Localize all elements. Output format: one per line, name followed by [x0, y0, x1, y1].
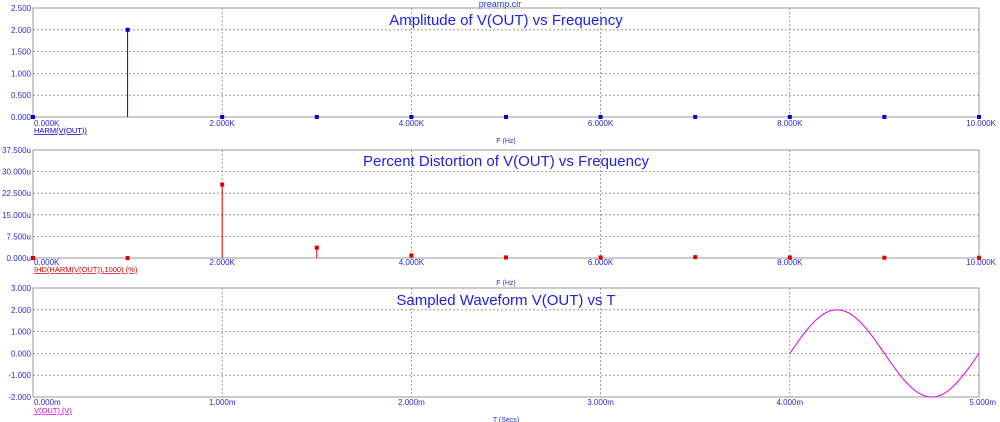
x-tick-label: 4.000m	[776, 398, 803, 407]
x-tick-label: 2.000K	[210, 258, 236, 267]
x-tick-label: 10.000K	[966, 119, 996, 128]
x-tick-label: 6.000K	[588, 119, 614, 128]
x-tick-label: 0.000m	[34, 398, 61, 407]
y-tick-label: 22.500u	[2, 189, 31, 198]
harmonic-marker	[31, 115, 35, 119]
x-tick-label: 0.000K	[34, 119, 60, 128]
y-tick-label: -1.000	[8, 371, 31, 380]
x-tick-label: 2.000K	[210, 119, 236, 128]
harmonic-marker	[504, 255, 508, 260]
plot-title: Amplitude of V(OUT) vs Frequency	[389, 12, 623, 29]
y-tick-label: 2.000	[11, 306, 32, 315]
y-tick-label: 1.000	[11, 328, 32, 337]
series-label: HARM(V(OUT))	[34, 126, 87, 135]
x-tick-label: 4.000K	[399, 258, 425, 267]
harmonic-marker	[598, 114, 603, 119]
y-tick-label: 37.500u	[2, 146, 31, 155]
x-axis-label: F (Hz)	[496, 280, 515, 287]
y-tick-label: 0.500	[11, 91, 32, 100]
y-tick-label: 0.000u	[7, 254, 31, 263]
x-axis-label: T (Secs)	[493, 417, 519, 422]
y-tick-label: 2.000	[11, 26, 32, 35]
y-tick-label: -2.000	[8, 393, 31, 402]
harmonic-marker	[125, 27, 130, 32]
series-label: V(OUT) (V)	[34, 406, 72, 415]
y-tick-label: 0.000	[11, 349, 32, 358]
y-tick-label: 15.000u	[2, 211, 31, 220]
x-tick-label: 2.000m	[398, 398, 425, 407]
x-tick-label: 10.000K	[966, 258, 996, 267]
y-tick-label: 1.000	[11, 69, 32, 78]
harmonic-marker	[977, 255, 981, 260]
harmonic-marker	[409, 114, 414, 119]
plot-title: Percent Distortion of V(OUT) vs Frequenc…	[363, 153, 649, 170]
y-tick-label: 30.000u	[2, 168, 31, 177]
harmonic-marker	[125, 256, 130, 260]
x-tick-label: 8.000K	[777, 119, 803, 128]
y-tick-label: 7.500u	[7, 232, 31, 241]
harmonic-marker	[598, 255, 603, 260]
x-tick-label: 3.000m	[587, 398, 614, 407]
y-tick-label: 1.500	[11, 48, 32, 57]
harmonic-marker	[787, 255, 792, 260]
y-tick-label: 0.000	[11, 113, 32, 122]
x-tick-label: 1.000m	[209, 398, 236, 407]
harmonic-marker	[504, 114, 508, 119]
harmonic-marker	[693, 114, 698, 119]
y-tick-label: 3.000	[11, 284, 32, 293]
x-tick-label: 5.000m	[969, 398, 996, 407]
y-tick-label: 2.500	[11, 4, 32, 13]
plot-title: Sampled Waveform V(OUT) vs T	[396, 292, 615, 309]
harmonic-marker	[220, 114, 225, 119]
series-label: IHD(HARM(V(OUT)),1000) (%)	[34, 265, 138, 274]
harmonic-marker	[693, 255, 698, 260]
harmonic-marker	[314, 245, 319, 250]
x-tick-label: 8.000K	[777, 258, 803, 267]
plot-frame	[32, 287, 980, 398]
waveform-line	[789, 309, 980, 398]
harmonic-marker	[314, 114, 319, 119]
harmonic-marker	[409, 253, 414, 258]
harmonic-marker	[882, 255, 887, 260]
x-axis-label: F (Hz)	[496, 138, 515, 145]
harmonic-marker	[787, 114, 792, 119]
harmonic-marker	[220, 182, 225, 187]
x-tick-label: 0.000K	[34, 258, 60, 267]
harmonic-marker	[31, 256, 35, 260]
x-tick-label: 4.000K	[399, 119, 425, 128]
harmonic-marker	[882, 114, 887, 119]
file-title: preamp.cir	[478, 0, 522, 9]
x-tick-label: 6.000K	[588, 258, 614, 267]
harmonic-marker	[977, 114, 981, 119]
